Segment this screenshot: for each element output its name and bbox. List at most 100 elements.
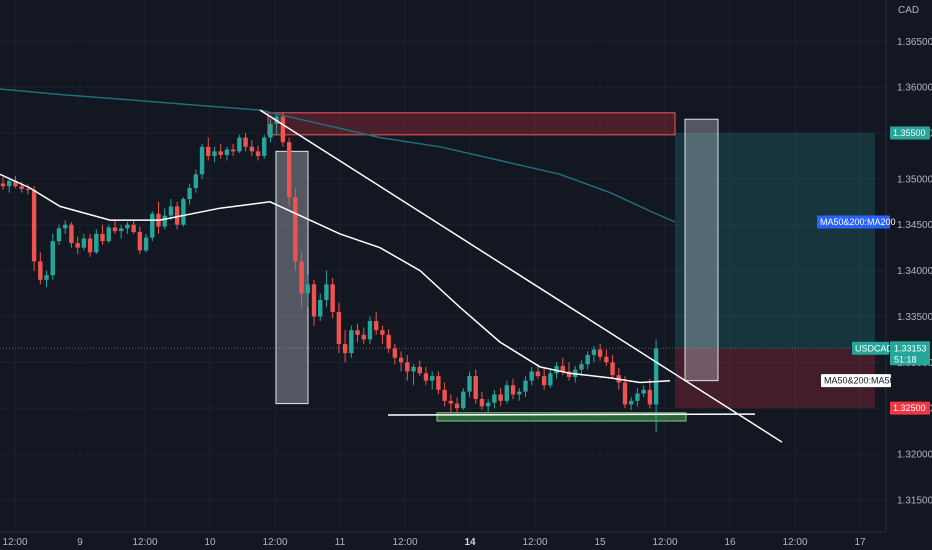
x-tick-label: 11 <box>335 537 346 548</box>
candle-up <box>168 206 174 216</box>
candle-down <box>174 206 180 225</box>
candle-up <box>517 391 522 395</box>
candle-down <box>286 142 292 198</box>
candle-down <box>610 362 615 376</box>
candle-up <box>7 180 12 187</box>
candle-up <box>529 371 534 381</box>
candle-up <box>81 238 87 248</box>
candle-up <box>268 123 273 138</box>
candle-down <box>31 189 37 262</box>
candle-down <box>498 394 503 401</box>
candle-down <box>380 330 385 335</box>
candle-up <box>579 364 584 370</box>
support-line <box>387 413 756 416</box>
candle-up <box>629 400 634 405</box>
supply-box <box>267 112 676 136</box>
candle-down <box>336 311 342 344</box>
candle-down <box>100 233 105 242</box>
candle-up <box>504 385 510 401</box>
candle-up <box>585 354 590 365</box>
candle-down <box>560 365 565 372</box>
candle-up <box>523 380 528 392</box>
candle-down <box>442 389 447 401</box>
candle-down <box>69 224 74 244</box>
candle-down <box>405 362 410 372</box>
candle-up <box>367 321 373 340</box>
candle-down <box>280 116 286 143</box>
candle-down <box>131 224 136 233</box>
price-axis-bg[interactable] <box>886 0 932 550</box>
candle-up <box>429 376 435 381</box>
x-tick-label: 12:00 <box>262 537 287 548</box>
y-tick-label: 1.32000 <box>897 450 932 461</box>
candle-up <box>324 284 329 300</box>
symbol-tag: USDCAD <box>855 343 894 353</box>
candle-up <box>548 373 553 386</box>
candle-down <box>541 376 547 386</box>
ma50-line <box>0 173 671 384</box>
candle-up <box>305 284 310 294</box>
candle-down <box>0 183 6 187</box>
candle-down <box>473 376 478 399</box>
candle-down <box>597 349 603 357</box>
candle-up <box>492 394 497 403</box>
x-tick-label: 12:00 <box>652 537 677 548</box>
candle-down <box>398 357 404 363</box>
candle-up <box>635 393 640 401</box>
candle-up <box>262 137 267 156</box>
y-tick-label: 1.31500 <box>897 495 932 506</box>
target-price-tag-bg <box>890 126 930 140</box>
trend-lines <box>259 109 783 443</box>
x-tick-label: 12:00 <box>2 537 27 548</box>
candle-up <box>193 174 199 189</box>
candle-up <box>224 149 230 156</box>
moving-averages <box>0 88 676 384</box>
candle-down <box>293 197 298 262</box>
symbol-tag-bg <box>852 341 889 355</box>
x-tick-label: 17 <box>854 537 866 548</box>
candle-down <box>535 371 541 377</box>
candle-up <box>237 137 242 152</box>
candle-down <box>622 382 628 405</box>
x-tick-label: 15 <box>594 537 606 548</box>
candle-up <box>653 348 659 405</box>
candle-down <box>604 356 609 363</box>
position-target-zone <box>675 133 875 349</box>
ma50-value-tag-bg <box>821 374 891 388</box>
candle-down <box>454 403 460 409</box>
x-tick-label: 12:00 <box>522 537 547 548</box>
candle-down <box>330 284 335 312</box>
candle-down <box>249 146 254 152</box>
candle-up <box>554 365 559 374</box>
time-axis: 12:00 9 12:00 10 12:00 11 12:00 14 12:00 15 12:00 1… <box>2 537 866 548</box>
candle-up <box>318 299 323 317</box>
candles-layer <box>0 111 659 433</box>
time-axis-bg[interactable] <box>0 532 932 550</box>
x-tick-label: 16 <box>724 537 736 548</box>
gridlines <box>0 0 886 532</box>
candle-up <box>150 213 155 238</box>
candle-down <box>75 243 80 248</box>
candle-down <box>13 180 18 187</box>
candle-up <box>44 275 49 280</box>
ma50-value-tag: MA50&200:MA50 <box>824 376 895 386</box>
candle-down <box>355 330 360 335</box>
y-tick-label: 1.33500 <box>897 312 932 323</box>
target-price-tag: 1.35500 <box>893 128 926 138</box>
candle-down <box>137 232 143 251</box>
current-price-tag: 1.33153 <box>894 343 927 353</box>
y-tick-label: 1.35000 <box>897 174 932 185</box>
ma200-value-tag-bg <box>817 215 890 229</box>
candle-down <box>218 151 223 156</box>
candle-up <box>199 146 205 175</box>
candle-down <box>255 151 261 156</box>
candle-up <box>125 224 130 229</box>
candle-down <box>436 376 441 390</box>
candle-down <box>448 400 454 404</box>
x-tick-label: 12:00 <box>392 537 417 548</box>
candle-down <box>374 321 379 331</box>
candle-down <box>25 188 31 190</box>
